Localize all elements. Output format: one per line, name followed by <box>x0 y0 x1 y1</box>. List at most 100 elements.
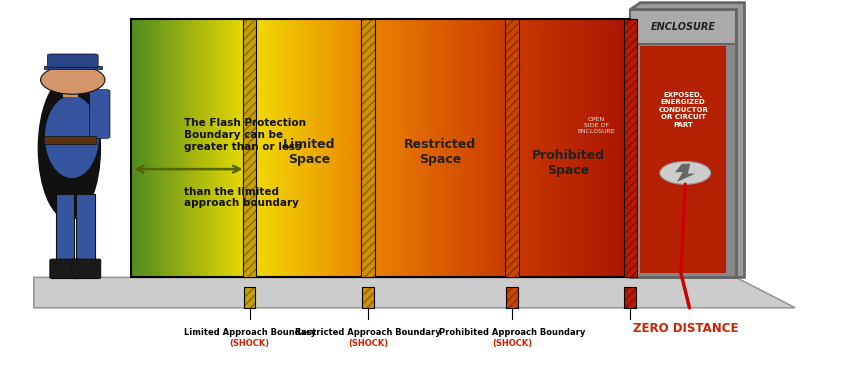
Bar <box>599 19 601 277</box>
Bar <box>514 19 516 277</box>
Bar <box>411 19 414 277</box>
Bar <box>577 19 579 277</box>
Text: than the limited
approach boundary: than the limited approach boundary <box>184 187 299 208</box>
Bar <box>212 19 214 277</box>
Polygon shape <box>630 3 744 277</box>
Bar <box>555 19 558 277</box>
Bar <box>192 19 195 277</box>
Bar <box>206 19 208 277</box>
Bar <box>151 19 153 277</box>
Bar <box>291 19 293 277</box>
Bar <box>559 19 561 277</box>
Bar <box>402 19 404 277</box>
Text: OPEN
SIDE OF
ENCLOSURE: OPEN SIDE OF ENCLOSURE <box>578 117 615 134</box>
Bar <box>261 19 263 277</box>
Bar <box>563 19 565 277</box>
Bar <box>428 19 431 277</box>
Bar <box>608 19 611 277</box>
Bar <box>344 19 346 277</box>
Bar <box>244 287 255 308</box>
Bar <box>553 19 555 277</box>
Bar <box>327 19 328 277</box>
Bar <box>630 10 736 277</box>
Bar <box>334 19 337 277</box>
Bar <box>469 19 471 277</box>
Bar <box>506 287 518 308</box>
Bar <box>244 19 245 277</box>
Bar <box>500 19 503 277</box>
Bar <box>171 19 173 277</box>
Bar <box>340 19 343 277</box>
Bar <box>157 19 159 277</box>
Bar <box>236 19 238 277</box>
Bar <box>506 287 518 308</box>
Bar <box>522 19 524 277</box>
Bar <box>630 10 736 277</box>
Bar <box>626 19 629 277</box>
Bar <box>301 19 303 277</box>
Bar <box>303 19 305 277</box>
Bar <box>179 19 180 277</box>
Text: ENCLOSURE: ENCLOSURE <box>651 22 716 32</box>
Polygon shape <box>675 164 695 182</box>
Text: EXPOSED,
ENERGIZED
CONDUCTOR
OR CIRCUIT
PART: EXPOSED, ENERGIZED CONDUCTOR OR CIRCUIT … <box>658 92 708 128</box>
Bar <box>540 19 541 277</box>
Bar <box>547 19 549 277</box>
Bar <box>346 19 349 277</box>
Bar <box>528 19 530 277</box>
Bar <box>454 19 457 277</box>
Bar <box>488 19 490 277</box>
Bar <box>343 19 344 277</box>
Bar <box>232 19 233 277</box>
Bar <box>244 287 255 308</box>
Bar <box>409 19 411 277</box>
Bar <box>202 19 204 277</box>
Bar <box>238 19 239 277</box>
Bar <box>399 19 402 277</box>
Bar <box>297 19 299 277</box>
Bar <box>462 19 464 277</box>
Bar <box>536 19 537 277</box>
Bar <box>507 19 509 277</box>
Bar <box>224 19 226 277</box>
Text: (SHOCK): (SHOCK) <box>348 339 388 348</box>
Text: Prohibited
Space: Prohibited Space <box>532 149 605 177</box>
Bar <box>338 19 340 277</box>
Bar <box>299 19 301 277</box>
Text: (SHOCK): (SHOCK) <box>492 339 532 348</box>
Bar <box>310 19 313 277</box>
Bar <box>143 19 145 277</box>
Bar <box>464 19 466 277</box>
FancyBboxPatch shape <box>90 90 110 138</box>
Bar <box>614 19 617 277</box>
Bar <box>313 19 315 277</box>
Bar <box>162 19 165 277</box>
Bar <box>611 19 613 277</box>
Bar <box>607 19 608 277</box>
Bar <box>579 19 581 277</box>
Bar <box>242 19 244 277</box>
Bar <box>168 19 171 277</box>
Bar <box>267 19 269 277</box>
Bar <box>624 19 626 277</box>
Bar <box>385 19 387 277</box>
Bar <box>414 19 416 277</box>
Bar <box>131 19 630 277</box>
Bar <box>350 19 352 277</box>
Bar <box>195 19 196 277</box>
Bar <box>293 19 295 277</box>
Bar <box>277 19 279 277</box>
Bar <box>445 19 447 277</box>
Bar <box>602 19 605 277</box>
Bar <box>525 19 528 277</box>
Bar <box>518 19 519 277</box>
Bar <box>416 19 418 277</box>
Bar <box>377 19 380 277</box>
Bar <box>133 19 135 277</box>
Bar <box>165 19 167 277</box>
Text: Restricted
Space: Restricted Space <box>404 138 476 166</box>
Bar <box>328 19 331 277</box>
Bar <box>620 19 623 277</box>
Bar <box>210 19 212 277</box>
Bar <box>368 19 371 277</box>
